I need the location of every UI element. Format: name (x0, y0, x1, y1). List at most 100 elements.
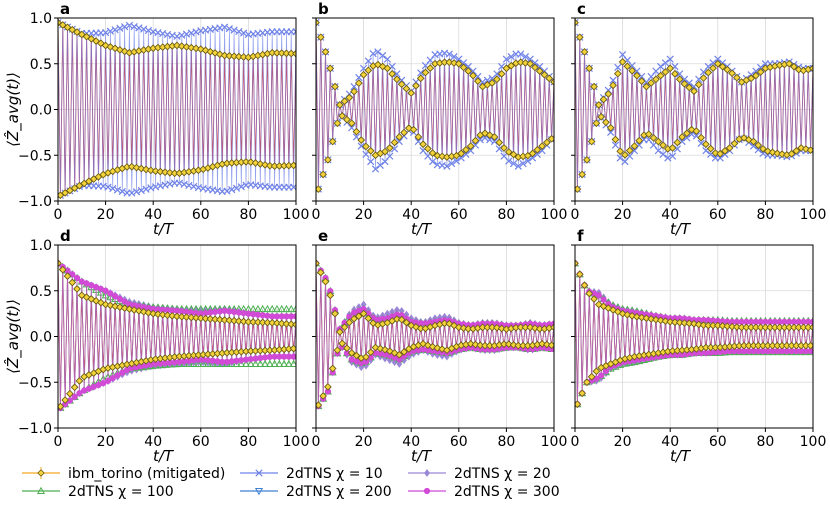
data-point (97, 298, 105, 307)
data-point (647, 315, 655, 323)
data-point (714, 321, 722, 330)
legend-item: 2dTNS χ = 20 (408, 466, 551, 482)
data-point (246, 359, 255, 368)
data-point (412, 81, 420, 90)
data-point (497, 70, 506, 78)
data-point (516, 58, 525, 67)
data-point (706, 144, 715, 153)
data-point (166, 168, 174, 177)
series-ibm-top (316, 259, 554, 409)
data-point (787, 150, 796, 158)
data-point (331, 82, 339, 91)
data-point (407, 89, 415, 97)
data-point (585, 289, 594, 298)
data-point (201, 314, 210, 323)
data-point (792, 147, 801, 155)
data-point (284, 359, 293, 368)
data-point (599, 302, 608, 311)
data-point (225, 52, 234, 60)
data-point (749, 137, 758, 146)
data-point (754, 141, 763, 149)
data-point (502, 55, 511, 63)
data-point (232, 359, 241, 368)
data-point (730, 139, 739, 148)
x-tick-label: 100 (541, 434, 568, 450)
data-point (277, 304, 286, 313)
data-point (493, 323, 501, 332)
data-point (550, 78, 554, 86)
data-point (575, 270, 584, 279)
data-point (194, 359, 203, 368)
data-point (333, 346, 342, 354)
data-point (592, 119, 601, 127)
data-point (595, 101, 603, 109)
data-point (509, 150, 518, 159)
data-point (642, 82, 651, 91)
data-point (654, 137, 663, 146)
data-point (348, 124, 356, 132)
data-point (642, 314, 651, 322)
x-tick-label: 60 (450, 434, 468, 450)
data-point (438, 152, 446, 161)
data-point (237, 183, 245, 191)
data-point (390, 145, 399, 153)
data-point (261, 161, 269, 169)
data-point (464, 67, 473, 75)
data-point (543, 340, 551, 349)
data-point (455, 55, 463, 63)
data-point (324, 156, 332, 164)
data-point (371, 165, 380, 173)
data-point (73, 274, 81, 282)
data-point (668, 144, 677, 152)
legend-item: 2dTNS χ = 10 (240, 466, 383, 482)
data-point (139, 308, 148, 316)
data-point (661, 68, 670, 76)
series-line (575, 263, 813, 405)
data-point (70, 184, 79, 192)
data-point (587, 137, 596, 146)
data-point (517, 50, 525, 58)
data-point (386, 152, 394, 160)
data-point (386, 144, 394, 152)
data-point (728, 69, 736, 78)
data-point (659, 141, 667, 149)
data-point (316, 18, 320, 27)
data-point (352, 351, 361, 360)
data-point (101, 29, 110, 37)
data-point (235, 27, 243, 36)
data-point (587, 372, 596, 381)
x-tick-label: 100 (800, 207, 827, 223)
data-point (495, 145, 503, 153)
data-point (673, 138, 682, 147)
data-point (324, 383, 332, 391)
data-point (275, 359, 284, 368)
data-point (355, 79, 363, 87)
panel-letter: b (318, 0, 329, 18)
data-point (364, 66, 373, 75)
data-point (716, 154, 724, 162)
data-point (649, 134, 658, 142)
x-tick-label: 40 (661, 434, 679, 450)
x-axis-label: t/T (153, 220, 175, 238)
data-point (239, 317, 248, 326)
data-point (671, 318, 679, 326)
data-point (287, 49, 296, 58)
data-point (711, 149, 720, 157)
y-tick-label: −0.5 (18, 148, 52, 164)
data-point (151, 167, 160, 175)
data-point (331, 309, 339, 318)
x-tick-label: 60 (450, 207, 468, 223)
data-point (550, 323, 554, 332)
data-point (63, 272, 72, 280)
panel-e: 0 20 40 60 80 100 t/T e (312, 227, 568, 465)
data-point (671, 70, 679, 78)
data-point (104, 183, 112, 191)
data-point (216, 50, 224, 58)
data-point (345, 318, 354, 327)
x-tick-label: 20 (97, 207, 115, 223)
x-tick-label: 80 (497, 207, 515, 223)
data-point (319, 392, 327, 400)
data-point (350, 87, 358, 96)
data-point (524, 157, 532, 165)
data-point (740, 134, 748, 142)
